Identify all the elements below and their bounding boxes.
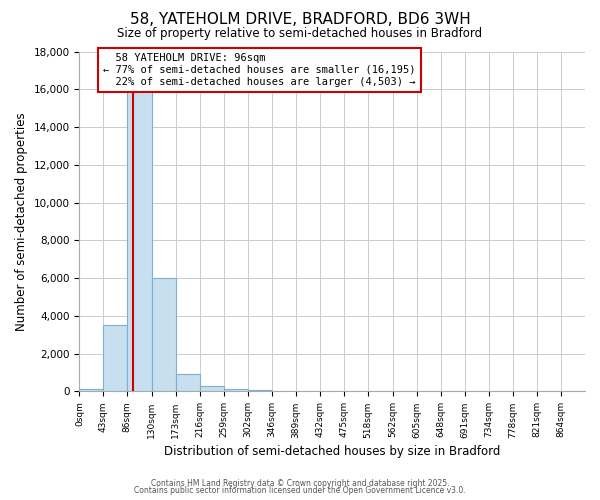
X-axis label: Distribution of semi-detached houses by size in Bradford: Distribution of semi-detached houses by … — [164, 444, 500, 458]
Bar — [248, 390, 272, 392]
Bar — [152, 278, 176, 392]
Text: 58 YATEHOLM DRIVE: 96sqm
← 77% of semi-detached houses are smaller (16,195)
  22: 58 YATEHOLM DRIVE: 96sqm ← 77% of semi-d… — [103, 54, 416, 86]
Bar — [200, 386, 224, 392]
Bar — [79, 388, 103, 392]
Y-axis label: Number of semi-detached properties: Number of semi-detached properties — [15, 112, 28, 331]
Bar — [224, 388, 248, 392]
Bar — [103, 326, 127, 392]
Bar — [127, 80, 152, 392]
Text: Contains public sector information licensed under the Open Government Licence v3: Contains public sector information licen… — [134, 486, 466, 495]
Bar — [176, 374, 200, 392]
Text: 58, YATEHOLM DRIVE, BRADFORD, BD6 3WH: 58, YATEHOLM DRIVE, BRADFORD, BD6 3WH — [130, 12, 470, 28]
Text: Contains HM Land Registry data © Crown copyright and database right 2025.: Contains HM Land Registry data © Crown c… — [151, 478, 449, 488]
Text: Size of property relative to semi-detached houses in Bradford: Size of property relative to semi-detach… — [118, 28, 482, 40]
